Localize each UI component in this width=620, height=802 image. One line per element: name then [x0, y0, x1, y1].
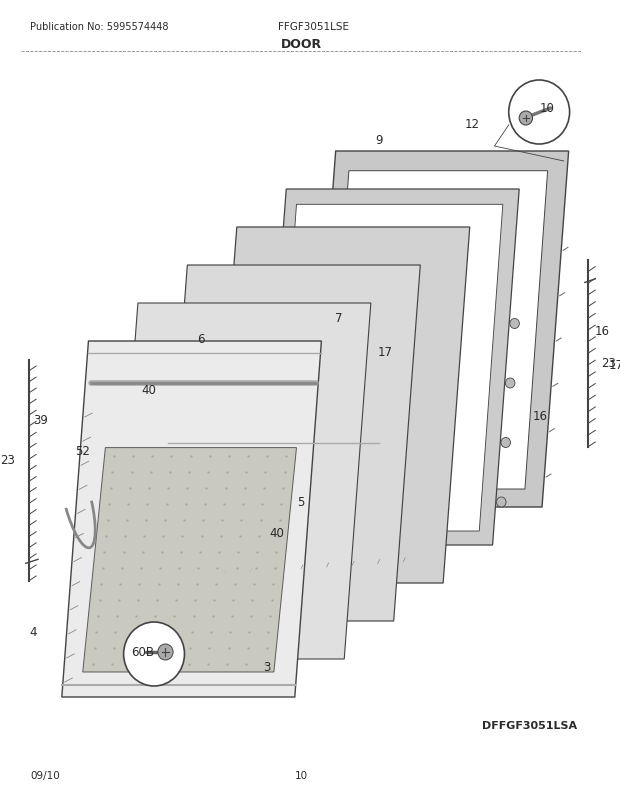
Text: 10: 10	[295, 770, 308, 780]
Text: FFGF3051LSE: FFGF3051LSE	[278, 22, 348, 32]
Text: 23: 23	[0, 453, 15, 467]
Text: 52: 52	[75, 445, 90, 458]
Text: 16: 16	[533, 410, 547, 423]
Text: 40: 40	[270, 526, 285, 540]
Text: 09/10: 09/10	[30, 770, 60, 780]
Text: 4: 4	[30, 626, 37, 638]
Polygon shape	[260, 190, 519, 545]
Text: 40: 40	[142, 384, 157, 397]
Text: 3: 3	[263, 661, 270, 674]
Text: 9: 9	[375, 133, 383, 146]
Text: 7: 7	[335, 312, 342, 325]
Polygon shape	[111, 304, 371, 659]
Circle shape	[123, 622, 185, 687]
Text: 39: 39	[33, 413, 48, 427]
Text: 5: 5	[297, 496, 304, 508]
Polygon shape	[210, 228, 470, 583]
Text: DFFGF3051LSA: DFFGF3051LSA	[482, 720, 577, 730]
Text: 17: 17	[378, 346, 392, 358]
Text: 12: 12	[464, 117, 480, 131]
Text: 10: 10	[539, 103, 554, 115]
Text: 60B: 60B	[131, 646, 154, 658]
Circle shape	[505, 379, 515, 388]
Polygon shape	[62, 342, 321, 697]
Circle shape	[497, 497, 506, 508]
Circle shape	[510, 319, 520, 329]
Text: 16: 16	[595, 324, 609, 338]
Text: 23: 23	[601, 357, 616, 370]
Circle shape	[509, 81, 570, 145]
Text: 17: 17	[609, 358, 620, 371]
Text: DOOR: DOOR	[281, 38, 322, 51]
Polygon shape	[82, 448, 296, 672]
Polygon shape	[309, 152, 569, 508]
Polygon shape	[161, 265, 420, 622]
Text: 6: 6	[197, 332, 205, 346]
Circle shape	[501, 438, 510, 448]
Polygon shape	[326, 172, 547, 489]
Circle shape	[158, 644, 173, 660]
Circle shape	[519, 111, 533, 126]
Text: Publication No: 5995574448: Publication No: 5995574448	[30, 22, 169, 32]
Polygon shape	[273, 205, 503, 532]
